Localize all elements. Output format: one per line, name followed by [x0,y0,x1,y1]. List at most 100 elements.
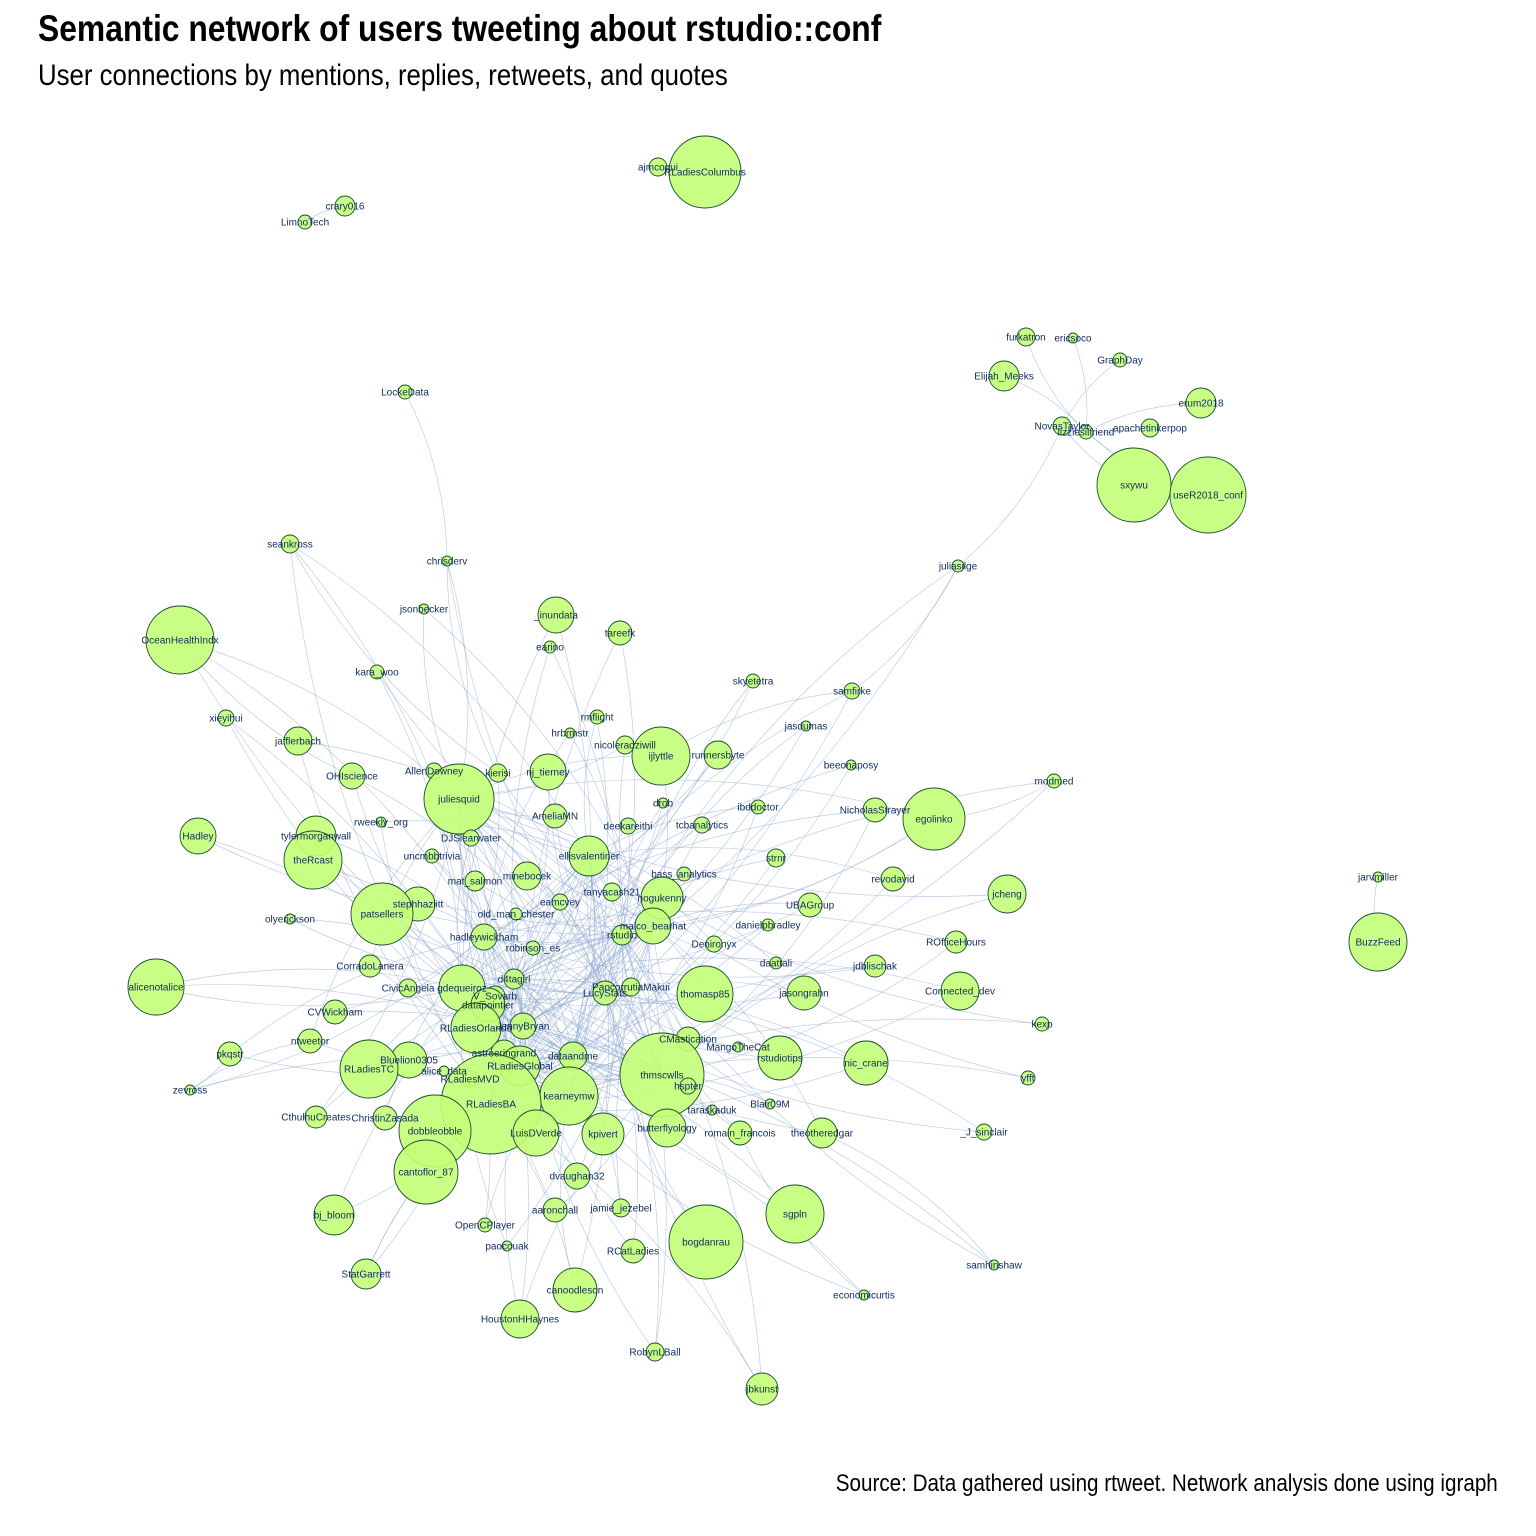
node-label-kearneymw: kearneymw [543,1092,595,1103]
node-label-seankross: seankross [267,540,313,551]
node-kierisi [488,763,508,783]
node-olyerickson [284,913,296,925]
node-RLadiesColumbus [668,135,742,209]
node-label-useR2018_conf: useR2018_conf [1173,491,1243,502]
chart-caption: Source: Data gathered using rtweet. Netw… [835,1470,1498,1497]
node-canoodleson [552,1267,598,1313]
node-label-earino: earino [536,643,564,654]
node-RobynLBall [645,1342,665,1362]
node-label-ijlyttle: ijlyttle [648,752,673,763]
node-_inundata [537,596,575,634]
node-label-samfirke: samfirke [833,687,871,698]
node-label-sxywu: sxywu [1120,481,1148,492]
node-minebocek [512,861,542,891]
node-OpenCPlayer [477,1217,493,1233]
node-label-kara_woo: kara_woo [355,668,399,679]
node-label-rmflight: rmflight [581,713,614,724]
node-OceanHealthIndx [145,605,215,675]
network-edge [458,798,689,1040]
node-StatGarrett [350,1258,382,1290]
node-label-jarvmiller: jarvmiller [1357,873,1399,884]
node-zevross [184,1084,196,1096]
node-OHIscience [338,762,366,790]
node-label-AmeliaMN: AmeliaMN [532,812,578,823]
node-label-RLadiesTC: RLadiesTC [344,1065,394,1076]
network-edge [474,880,524,1027]
node-sgpln [765,1184,825,1244]
node-label-butterflyology: butterflyology [637,1124,696,1135]
node-label-ibddoctor: ibddoctor [737,803,779,814]
node-label-romain_francois: romain_francois [704,1129,775,1140]
node-modmed [1046,773,1062,789]
node-furkatron [1016,327,1036,347]
node-samfirke [843,682,861,700]
node-label-LockeData: LockeData [381,388,429,399]
node-label-V_Sovarb: V_Sovarb [473,992,517,1003]
node-label-kpivert: kpivert [588,1130,618,1141]
node-_J_sinclair [975,1123,993,1141]
node-mat_salmon [464,870,486,892]
node-label-jasdumas: jasdumas [784,722,828,733]
node-beeonaposy [845,759,857,771]
node-deekareithi [619,817,637,835]
node-robinson_es [525,940,541,956]
node-label-CorradoLanera: CorradoLanera [336,962,404,973]
node-label-LuisDVerde: LuisDVerde [510,1129,562,1140]
node-label-danielpbradley: danielpbradley [735,921,800,932]
node-label-RLadiesOrlando: RLadiesOrlando [440,1024,513,1035]
node-kara_woo [369,664,385,680]
node-LockeData [397,384,413,400]
network-edge [957,425,1063,567]
node-LimnoTech [297,214,313,230]
node-taraskaduk [706,1104,718,1116]
node-label-nogukenny: nogukenny [638,894,687,905]
node-Connected_dev [940,971,980,1011]
node-cantoflor_87 [393,1139,459,1205]
node-label-apachetinkerpop: apachetinkerpop [1113,424,1187,435]
node-label-olyerickson: olyerickson [265,915,315,926]
node-alicenotalice [127,958,185,1016]
network-edge [661,941,957,1076]
node-label-RobynLBall: RobynLBall [629,1348,680,1359]
node-label-cantoflor_87: cantoflor_87 [398,1168,453,1179]
node-drob [657,797,669,809]
node-label-Blair09M: Blair09M [750,1100,789,1111]
node-paocouak [501,1240,513,1252]
node-label-dvaughan32: dvaughan32 [549,1172,604,1183]
network-edge [487,855,590,1006]
node-label-erum2018: erum2018 [1178,399,1223,410]
node-label-ericsoco: ericsoco [1054,334,1092,345]
network-edge [621,565,959,936]
node-label-Hadley: Hadley [182,832,213,843]
network-edge [851,565,959,692]
node-label-alice_data: alice_data [421,1067,467,1078]
node-bogdanrau [668,1204,744,1280]
network-edge [333,855,590,1216]
node-label-PaocorrutiaMakui: PaocorrutiaMakui [592,983,670,994]
network-edge [513,978,781,1059]
node-HoustonHHaynes [500,1299,540,1339]
node-UBAGroup [797,892,823,918]
node-label-MangoTheCat: MangoTheCat [706,1043,770,1054]
node-label-d4tagirl: d4tagirl [498,975,531,986]
network-edge [568,806,759,1097]
node-label-jdblischak: jdblischak [852,962,898,973]
node-label-RLadiesMVD: RLadiesMVD [441,1075,500,1086]
network-edge [461,772,500,989]
node-LuisDVerde [512,1109,560,1157]
node-label-CVWickham: CVWickham [307,1008,362,1019]
node-label-dobbleobble: dobbleobble [408,1127,463,1138]
node-label-GraphDay: GraphDay [1097,356,1143,367]
node-label-datapointier: datapointier [462,1001,515,1012]
node-bass_analytics [676,866,692,882]
node-jafflerbach [283,726,313,756]
node-label-rstudiotips: rstudiotips [757,1054,803,1065]
node-label-tylermorganwall: tylermorganwall [281,832,351,843]
node-xieyihui [217,709,235,727]
node-AmeliaMN [542,803,568,829]
network-edge [423,608,654,927]
node-ChristinZasada [372,1105,398,1131]
node-label-Bluelion0305: Bluelion0305 [380,1056,438,1067]
node-label-eamcvey: eamcvey [540,898,580,909]
node-label-NovasTaylor: NovasTaylor [1034,422,1090,433]
